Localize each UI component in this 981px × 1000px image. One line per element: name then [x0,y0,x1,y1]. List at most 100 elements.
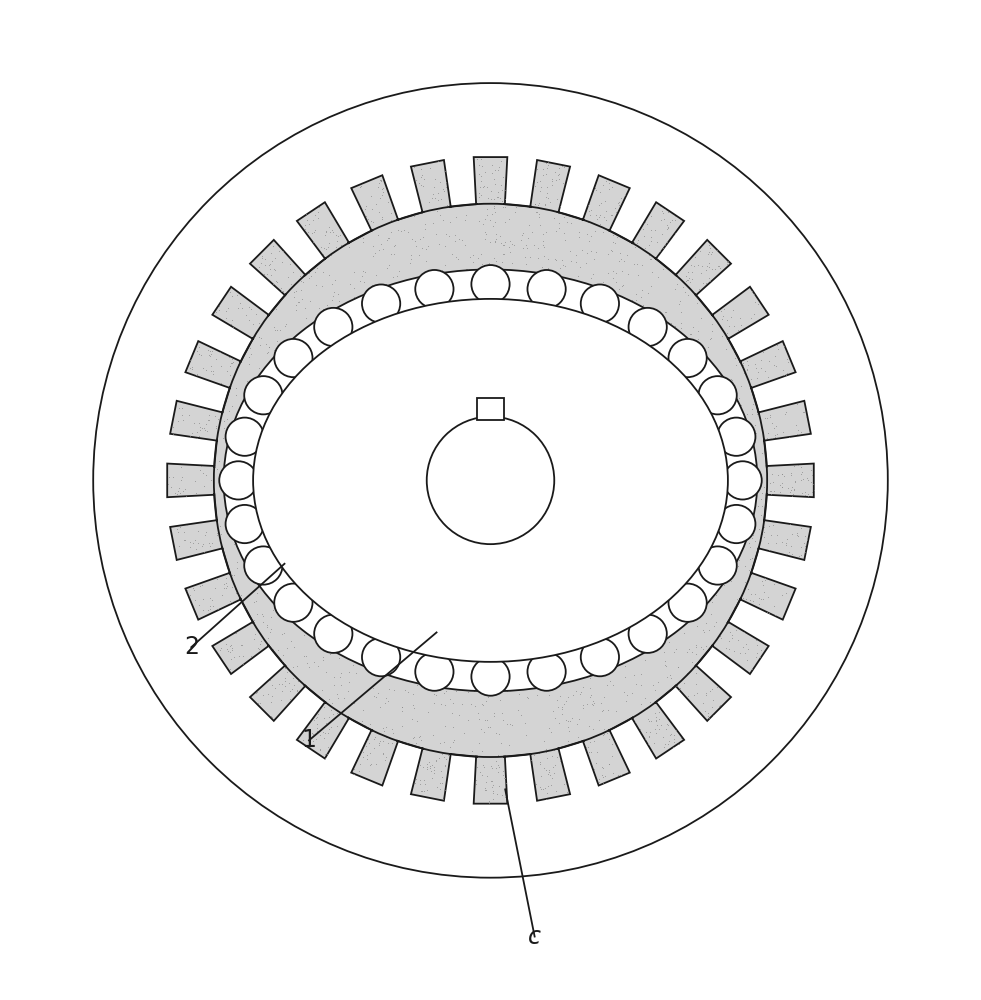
Point [637,228,652,244]
Point [533,754,548,770]
Point [541,720,556,736]
Point [791,457,806,473]
Point [473,764,489,780]
Point [601,673,617,689]
Point [680,688,696,704]
Point [187,532,203,548]
Point [521,230,537,246]
Point [591,197,606,213]
Point [488,226,503,242]
Point [451,707,467,723]
Point [551,220,567,236]
Point [292,268,308,284]
Point [184,425,200,441]
Point [262,261,278,277]
Point [372,190,387,206]
Point [328,227,343,243]
Point [491,778,507,794]
Point [578,739,594,755]
Point [564,271,580,287]
Point [630,235,645,251]
Point [608,274,624,290]
Point [670,734,686,750]
Point [593,207,608,223]
Point [372,204,387,220]
Point [657,201,673,217]
Point [613,251,629,267]
Point [211,298,227,314]
Point [488,233,503,249]
Point [551,215,567,231]
Ellipse shape [253,299,728,662]
Point [473,151,489,167]
Point [379,690,394,706]
Point [424,770,439,786]
Point [595,689,611,705]
Point [486,191,501,207]
Point [224,640,239,656]
Point [580,739,595,755]
Point [429,753,444,769]
Point [551,166,567,182]
Point [761,518,777,534]
Circle shape [362,638,400,676]
Point [663,726,679,742]
Point [288,658,304,674]
Point [649,248,665,264]
Point [280,269,295,285]
Point [346,289,362,305]
Point [269,274,284,290]
Point [488,725,503,741]
Point [308,277,324,293]
Point [528,204,543,220]
Point [194,420,210,436]
Point [193,458,209,474]
Point [213,642,229,658]
Point [711,258,727,274]
Point [748,425,763,441]
Point [263,621,279,637]
Point [576,679,592,695]
Point [805,476,821,492]
Point [256,614,272,630]
Point [783,538,799,554]
Point [422,754,438,770]
Point [651,704,667,720]
Point [317,227,333,243]
Point [657,304,673,320]
Point [504,236,520,252]
Point [492,177,508,193]
Point [356,234,372,250]
Point [494,787,510,803]
Point [528,196,543,212]
Point [595,702,611,718]
Point [224,398,239,414]
Point [778,535,794,551]
Point [176,483,191,499]
Point [753,360,769,376]
Point [381,230,396,246]
Point [224,642,239,658]
Point [413,169,429,185]
Point [218,580,233,596]
Point [299,655,315,671]
Point [431,750,446,766]
Point [666,727,682,743]
Circle shape [244,546,283,585]
Point [698,262,714,278]
Point [745,396,760,412]
Circle shape [314,615,352,653]
Point [794,539,809,555]
Point [359,747,375,763]
Point [202,343,218,359]
Point [298,320,314,336]
Point [679,665,695,681]
Point [748,533,763,549]
Point [653,203,669,219]
Point [749,498,765,514]
Point [224,567,239,583]
Point [713,630,729,646]
Point [354,176,370,192]
Point [529,687,544,703]
Point [558,776,574,792]
